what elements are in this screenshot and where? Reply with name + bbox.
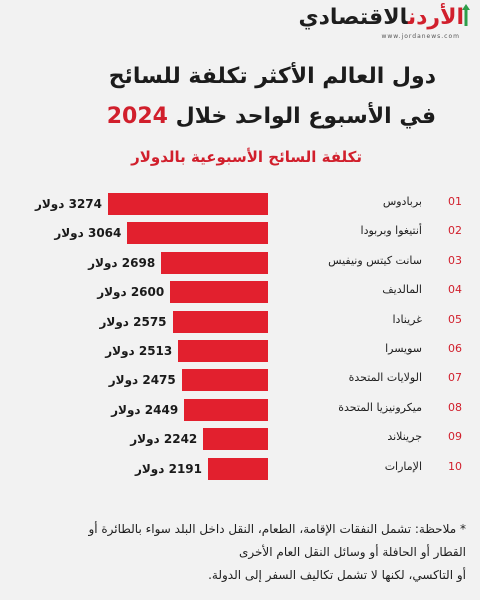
rank-label: 06 xyxy=(448,342,462,355)
bar-value-label: 2575 دولار xyxy=(99,314,167,329)
title-line-1: دول العالم الأكثر تكلفة للسائح xyxy=(108,64,436,89)
bar-chart: 3274 دولار بربادوس 01 3064 دولار أنتيغوا وبر… xyxy=(0,190,480,510)
chart-row: 2242 دولار جرينلاند 09 xyxy=(0,425,480,453)
chart-subtitle: تكلفة السائح الأسبوعية بالدولار xyxy=(131,148,362,166)
country-label: سويسرا xyxy=(385,342,422,355)
bar xyxy=(172,310,268,333)
bar-value-label: 2449 دولار xyxy=(111,402,179,417)
chart-row: 2449 دولار ميكرونيزيا المتحدة 08 xyxy=(0,396,480,424)
rank-label: 07 xyxy=(448,371,462,385)
bar-value-label: 2698 دولار xyxy=(88,255,156,270)
country-label: جرينلاند xyxy=(387,430,422,444)
title-line-2: في الأسبوع الواحد خلال 2024 xyxy=(16,104,436,129)
rank-label: 08 xyxy=(448,400,462,414)
footnote-line-3: أو التاكسي، لكنها لا تشمل تكاليف السفر إ… xyxy=(208,568,466,582)
footnote-line-2: القطار أو الحافلة أو وسائل النقل العام ا… xyxy=(238,545,466,559)
bar xyxy=(178,340,268,362)
logo-text-red: الأردن xyxy=(407,5,464,30)
country-label: سانت كيتس ونيفيس xyxy=(328,253,422,267)
bar-value-label: 2513 دولار xyxy=(105,344,173,358)
rank-label: 10 xyxy=(448,459,462,473)
country-label: الإمارات xyxy=(384,459,422,473)
footnote: * ملاحظة: تشمل النفقات الإقامة، الطعام، … xyxy=(14,518,466,587)
country-label: ميكرونيزيا المتحدة xyxy=(338,400,422,414)
bar-value-label: 2242 دولار xyxy=(130,432,198,447)
logo: الأردنالاقتصادي www.jordanews.com xyxy=(298,4,470,42)
chart-row: 2513 دولار سويسرا 06 xyxy=(0,337,480,365)
country-label: الولايات المتحدة xyxy=(348,371,422,385)
rank-label: 01 xyxy=(448,195,462,208)
logo-wordmark: الأردنالاقتصادي xyxy=(298,4,464,32)
chart-row: 2575 دولار غرينادا 05 xyxy=(0,308,480,336)
footnote-line-1: * ملاحظة: تشمل النفقات الإقامة، الطعام، … xyxy=(88,522,466,536)
country-label: غرينادا xyxy=(392,312,422,326)
rank-label: 04 xyxy=(448,283,462,297)
bar-value-label: 3064 دولار xyxy=(54,226,122,241)
rank-label: 02 xyxy=(448,224,462,238)
logo-text-dark: الاقتصادي xyxy=(298,5,408,30)
bar xyxy=(108,193,268,215)
rank-label: 05 xyxy=(448,312,462,326)
bar xyxy=(127,222,268,245)
country-label: أنتيغوا وبربودا xyxy=(360,224,422,238)
title-line-2-text: في الأسبوع الواحد خلال xyxy=(175,104,436,129)
chart-row: 2475 دولار الولايات المتحدة 07 xyxy=(0,366,480,394)
bar xyxy=(184,398,268,421)
chart-row: 3064 دولار أنتيغوا وبربودا 02 xyxy=(0,219,480,247)
chart-row: 3274 دولار بربادوس 01 xyxy=(0,190,480,218)
chart-row: 2191 دولار الإمارات 10 xyxy=(0,455,480,483)
chart-row: 2698 دولار سانت كيتس ونيفيس 03 xyxy=(0,249,480,277)
bar-value-label: 2191 دولار xyxy=(134,461,202,476)
bar-value-label: 3274 دولار xyxy=(34,197,102,211)
country-label: المالديف xyxy=(382,283,422,297)
bar xyxy=(208,457,268,480)
bar xyxy=(170,281,268,304)
arrow-up-icon xyxy=(462,4,470,26)
bar xyxy=(181,369,268,392)
bar-value-label: 2600 دولار xyxy=(97,285,165,300)
country-label: بربادوس xyxy=(382,195,422,208)
bar xyxy=(161,251,268,274)
bar-value-label: 2475 دولار xyxy=(108,373,176,388)
logo-url: www.jordanews.com xyxy=(381,33,460,40)
rank-label: 03 xyxy=(448,253,462,267)
chart-row: 2600 دولار المالديف 04 xyxy=(0,278,480,306)
title-year: 2024 xyxy=(106,104,168,129)
rank-label: 09 xyxy=(448,430,462,444)
bar xyxy=(203,428,268,451)
